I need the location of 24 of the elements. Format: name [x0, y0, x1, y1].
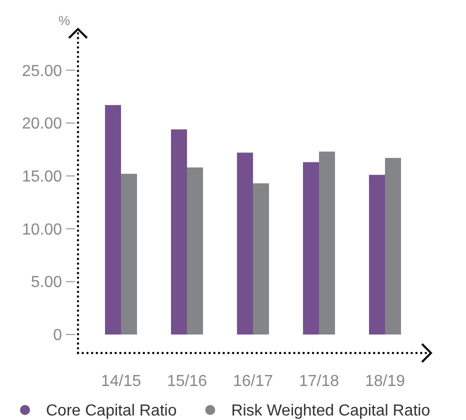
bar [187, 167, 203, 334]
legend-label: Core Capital Ratio [46, 402, 177, 420]
y-tick-label: 25.00 [22, 62, 62, 80]
x-tick-label: 17/18 [298, 373, 340, 390]
y-axis-title: % [58, 13, 70, 28]
bar [253, 183, 269, 334]
bar [237, 152, 253, 334]
bar [105, 105, 121, 334]
bar [319, 152, 335, 334]
legend-label: Risk Weighted Capital Ratio [231, 402, 430, 420]
bar [171, 129, 187, 334]
x-tick-label: 14/15 [100, 373, 142, 390]
x-tick-label: 15/16 [166, 373, 208, 390]
y-tick-label: 15.00 [22, 168, 62, 186]
x-tick-label: 16/17 [232, 373, 274, 390]
bar [385, 158, 401, 334]
bar [303, 162, 319, 334]
y-tick-label: 0 [53, 327, 62, 344]
x-tick-label: 18/19 [364, 373, 406, 390]
y-tick-label: 10.00 [22, 221, 62, 238]
y-tick-label: 5.00 [30, 274, 62, 292]
bar [369, 174, 385, 334]
y-tick-label: 20.00 [22, 116, 62, 133]
bar [121, 174, 137, 334]
